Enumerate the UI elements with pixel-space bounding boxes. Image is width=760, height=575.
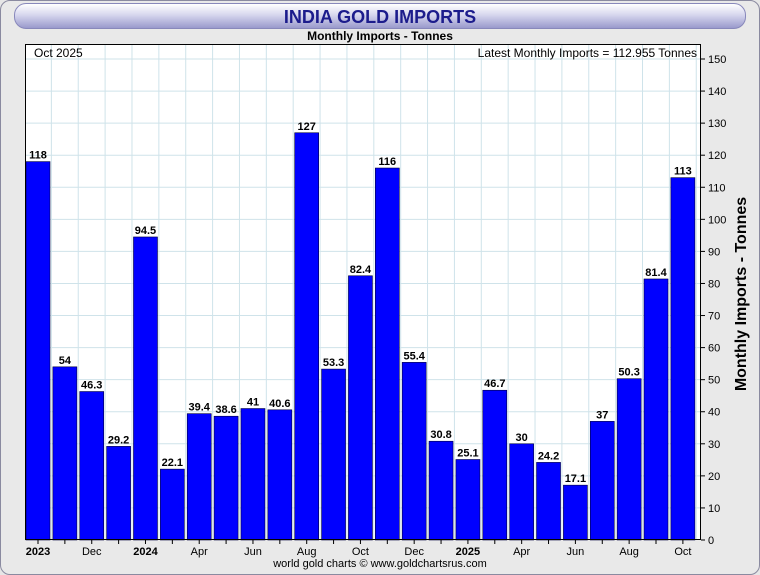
bar — [133, 236, 158, 541]
y-tick-label: 20 — [708, 471, 720, 483]
x-tick-label: 2023 — [26, 546, 50, 558]
bar — [616, 378, 642, 541]
x-tick-label: Oct — [352, 546, 369, 558]
bar — [401, 362, 427, 541]
bar — [428, 440, 454, 541]
bar-value-label: 22.1 — [162, 457, 183, 469]
bar — [536, 462, 561, 541]
x-tick-label: Apr — [191, 546, 208, 558]
x-tick-label: Aug — [297, 546, 317, 558]
y-tick-label: 130 — [708, 118, 726, 130]
bar — [267, 409, 293, 541]
bar-value-label: 38.6 — [215, 404, 236, 416]
bar-value-label: 30.8 — [430, 429, 451, 441]
bar-value-label: 41 — [247, 397, 259, 409]
bar — [375, 167, 400, 541]
bar-value-label: 54 — [59, 355, 72, 367]
y-tick-label: 90 — [708, 246, 720, 258]
bar-value-label: 127 — [298, 121, 316, 133]
bar — [643, 278, 669, 541]
bar — [25, 161, 51, 541]
y-tick-label: 100 — [708, 214, 726, 226]
y-tick-label: 60 — [708, 343, 720, 355]
bar — [321, 368, 346, 541]
bar-value-label: 81.4 — [645, 267, 667, 279]
chart-title: INDIA GOLD IMPORTS — [283, 7, 477, 27]
bar-value-label: 82.4 — [350, 264, 372, 276]
bar — [294, 132, 320, 541]
bar-value-label: 17.1 — [565, 473, 586, 485]
y-tick-label: 40 — [708, 407, 720, 419]
bar-value-label: 30 — [516, 432, 528, 444]
y-tick-label: 30 — [708, 439, 720, 451]
chart-subtitle: Monthly Imports - Tonnes — [307, 29, 453, 43]
bar — [186, 413, 212, 541]
y-tick-label: 140 — [708, 86, 726, 98]
x-tick-label: 2025 — [456, 546, 480, 558]
bar — [348, 275, 373, 541]
x-tick-label: Jun — [567, 546, 585, 558]
bar-value-label: 24.2 — [538, 450, 559, 462]
y-tick-label: 150 — [708, 54, 726, 66]
bar-value-label: 53.3 — [323, 357, 344, 369]
bar-value-label: 55.4 — [403, 350, 425, 362]
bar-value-label: 113 — [674, 166, 692, 178]
bar — [240, 408, 266, 541]
bar — [482, 389, 508, 541]
bar-value-label: 94.5 — [135, 225, 156, 237]
bar — [670, 177, 696, 541]
bar-value-label: 46.3 — [81, 380, 102, 392]
y-tick-label: 80 — [708, 278, 720, 290]
bar — [589, 421, 615, 541]
x-tick-label: Dec — [82, 546, 102, 558]
plot-border — [25, 44, 701, 540]
date-label: Oct 2025 — [34, 46, 83, 60]
x-tick-label: Oct — [674, 546, 691, 558]
y-tick-label: 110 — [708, 182, 726, 194]
bar-value-label: 37 — [596, 409, 608, 421]
bar — [52, 366, 78, 541]
bar-value-label: 40.6 — [269, 398, 290, 410]
y-tick-label: 0 — [708, 535, 714, 547]
bar — [106, 446, 131, 541]
title-banner: INDIA GOLD IMPORTS — [14, 3, 746, 29]
bar — [79, 391, 105, 541]
y-tick-label: 10 — [708, 503, 720, 515]
y-tick-label: 50 — [708, 375, 720, 387]
bar-value-label: 50.3 — [618, 367, 639, 379]
bar — [213, 415, 239, 541]
latest-imports-label: Latest Monthly Imports = 112.955 Tonnes — [477, 46, 697, 60]
bar-value-label: 46.7 — [484, 378, 505, 390]
y-axis-title: Monthly Imports - Tonnes — [733, 196, 750, 392]
bar — [509, 443, 534, 541]
footer-credit: world gold charts © www.goldchartsrus.co… — [273, 558, 487, 570]
bar-value-label: 29.2 — [108, 434, 129, 446]
bar — [563, 484, 588, 541]
bar — [455, 459, 481, 541]
x-tick-label: Aug — [619, 546, 639, 558]
bar-value-label: 39.4 — [189, 402, 211, 414]
y-tick-label: 120 — [708, 150, 726, 162]
bar-value-label: 116 — [378, 156, 396, 168]
x-tick-label: Apr — [513, 546, 530, 558]
bar-value-label: 118 — [29, 150, 47, 162]
bar — [160, 468, 185, 541]
x-tick-label: Jun — [244, 546, 262, 558]
x-tick-label: 2024 — [133, 546, 158, 558]
bar-value-label: 25.1 — [457, 448, 478, 460]
x-tick-label: Dec — [404, 546, 424, 558]
y-tick-label: 70 — [708, 311, 720, 323]
